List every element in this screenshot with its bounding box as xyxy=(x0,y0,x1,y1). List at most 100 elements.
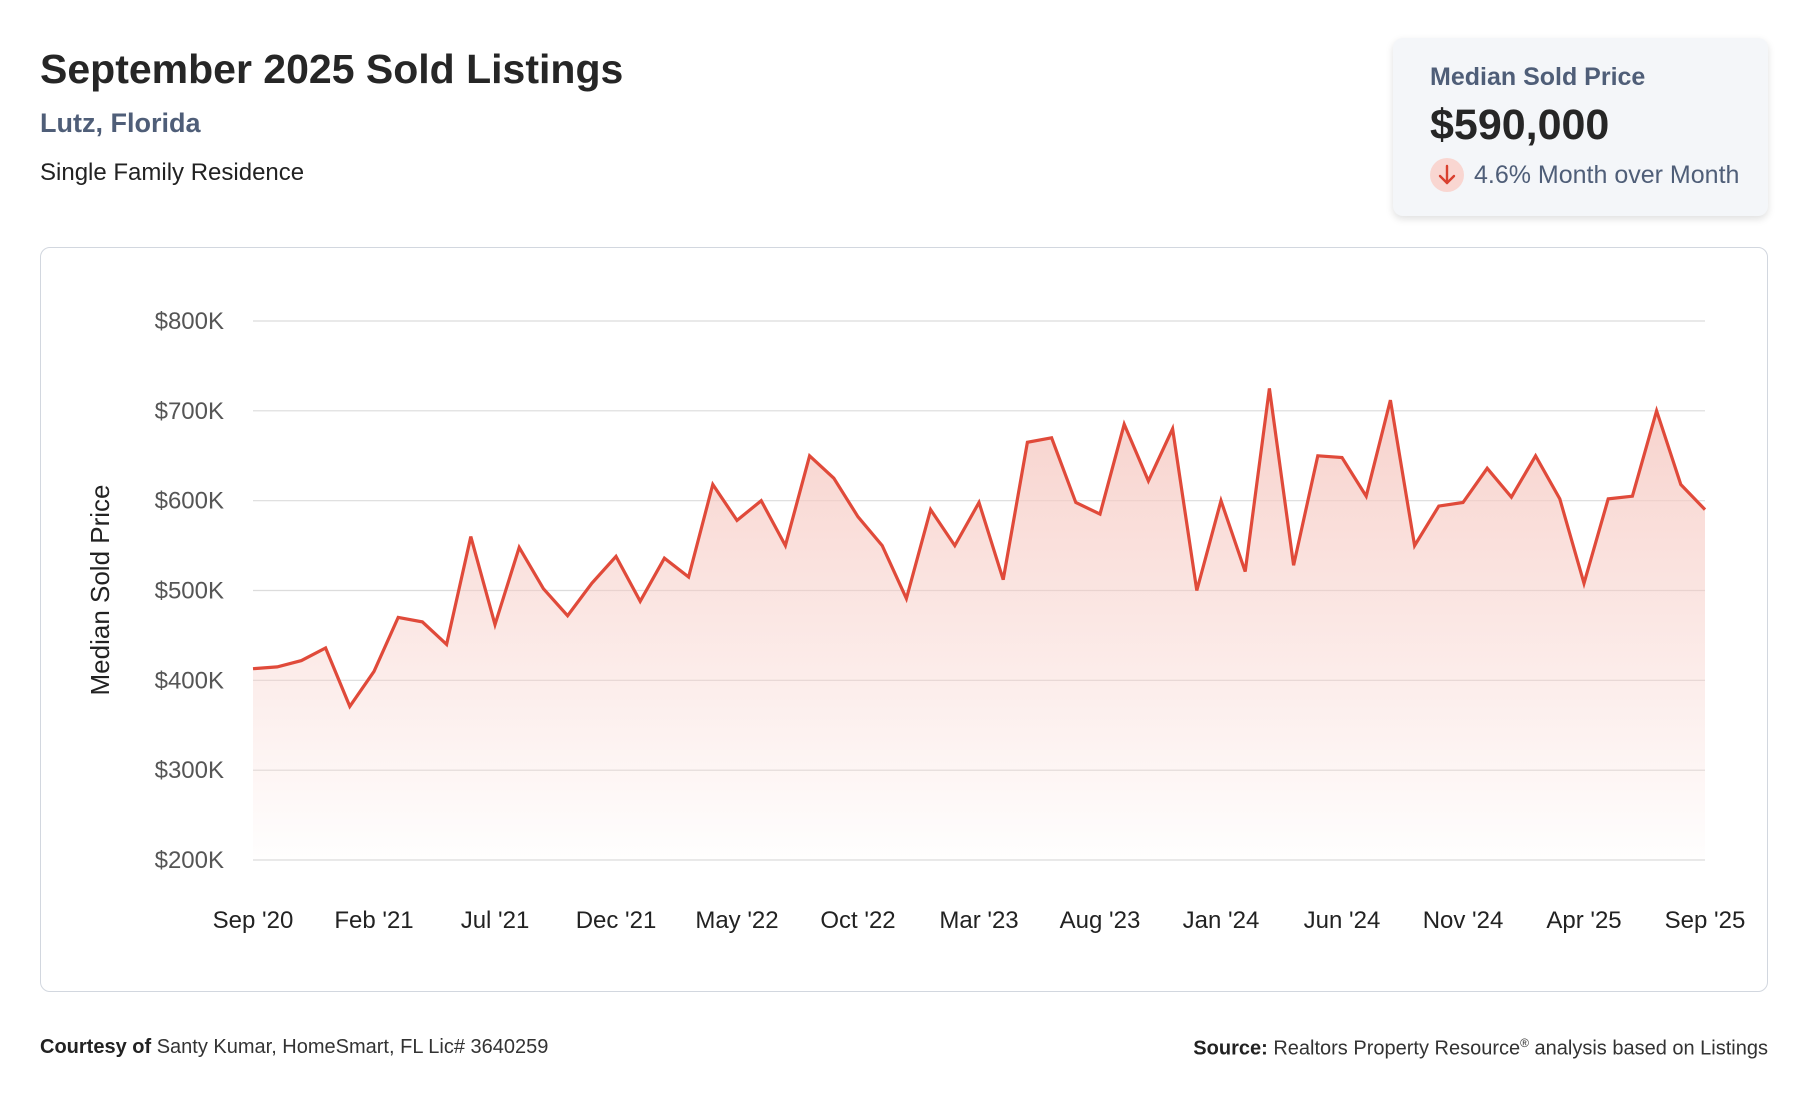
y-axis-label: Median Sold Price xyxy=(85,485,115,696)
data-point xyxy=(1195,589,1199,593)
data-point xyxy=(1243,570,1247,574)
x-tick-label: Oct '22 xyxy=(820,907,895,934)
x-tick-label: Jun '24 xyxy=(1304,907,1381,934)
data-point xyxy=(1098,512,1102,516)
source-text-suffix: analysis based on Listings xyxy=(1528,1037,1769,1060)
data-point xyxy=(832,476,836,480)
x-tick-label: Dec '21 xyxy=(576,907,657,934)
x-tick-label: Jan '24 xyxy=(1183,907,1260,934)
data-point xyxy=(372,669,376,673)
courtesy-label: Courtesy of xyxy=(40,1036,152,1058)
x-tick-label: Feb '21 xyxy=(334,907,413,934)
data-point xyxy=(953,544,957,548)
courtesy-footer: Courtesy of Santy Kumar, HomeSmart, FL L… xyxy=(40,1036,548,1059)
data-point xyxy=(1025,440,1029,444)
data-point xyxy=(1461,501,1465,505)
data-point xyxy=(590,581,594,585)
data-point xyxy=(759,499,763,503)
courtesy-text: Santy Kumar, HomeSmart, FL Lic# 3640259 xyxy=(156,1036,549,1058)
data-point xyxy=(420,620,424,624)
data-point xyxy=(1606,497,1610,501)
data-point xyxy=(929,508,933,512)
data-point xyxy=(1509,495,1513,499)
data-point xyxy=(638,599,642,603)
source-text: Realtors Property Resource xyxy=(1273,1037,1521,1060)
data-point xyxy=(1050,436,1054,440)
card-value: $590,000 xyxy=(1430,101,1610,149)
data-point xyxy=(1630,494,1634,498)
data-point xyxy=(1582,581,1586,585)
data-point xyxy=(251,667,255,671)
location-subtitle: Lutz, Florida xyxy=(40,108,201,138)
data-point xyxy=(348,704,352,708)
property-type-label: Single Family Residence xyxy=(40,159,305,186)
data-point xyxy=(1655,409,1659,413)
data-point xyxy=(541,587,545,591)
x-tick-label: Nov '24 xyxy=(1423,907,1504,934)
x-tick-label: Sep '25 xyxy=(1665,907,1746,934)
data-point xyxy=(1267,386,1271,390)
median-price-card: Median Sold Price $590,000 4.6% Month ov… xyxy=(1393,38,1768,216)
data-point xyxy=(445,642,449,646)
x-tick-label: Aug '23 xyxy=(1060,907,1141,934)
series-line xyxy=(252,388,1707,710)
y-tick-label: $200K xyxy=(155,847,224,874)
data-point xyxy=(1292,563,1296,567)
median-price-chart: $200K $300K $400K $500K $600K $700K $800K Media… xyxy=(85,308,1746,934)
data-point xyxy=(856,515,860,519)
data-point xyxy=(1340,456,1344,460)
y-tick-label: $700K xyxy=(155,398,224,425)
data-point xyxy=(1703,508,1707,512)
month-over-month-change: 4.6% Month over Month xyxy=(1430,158,1739,192)
arrow-down-icon xyxy=(1430,158,1464,192)
chart-panel: $200K $300K $400K $500K $600K $700K $800K Media… xyxy=(40,247,1768,992)
data-point xyxy=(1679,483,1683,487)
data-point xyxy=(299,659,303,663)
source-footer: Source: Realtors Property Resource® anal… xyxy=(1193,1036,1768,1061)
source-label: Source: xyxy=(1193,1037,1268,1060)
card-label: Median Sold Price xyxy=(1430,63,1646,91)
y-tick-label: $600K xyxy=(155,488,224,515)
data-point xyxy=(566,614,570,618)
data-point xyxy=(1171,427,1175,431)
data-point xyxy=(808,454,812,458)
x-tick-label: May '22 xyxy=(695,907,778,934)
y-tick-label: $300K xyxy=(155,757,224,784)
change-text: 4.6% Month over Month xyxy=(1474,160,1740,189)
page-title: September 2025 Sold Listings xyxy=(40,46,624,92)
data-point xyxy=(396,615,400,619)
data-point xyxy=(1437,504,1441,508)
y-tick-label: $500K xyxy=(155,578,224,605)
data-point xyxy=(711,483,715,487)
data-point xyxy=(783,544,787,548)
area-fill xyxy=(253,388,1705,860)
data-point xyxy=(324,646,328,650)
data-point xyxy=(1122,422,1126,426)
data-point xyxy=(904,597,908,601)
data-point xyxy=(517,545,521,549)
data-point xyxy=(1001,578,1005,582)
data-point xyxy=(977,501,981,505)
data-point xyxy=(1388,398,1392,402)
data-point xyxy=(1219,499,1223,503)
data-point xyxy=(614,554,618,558)
data-point xyxy=(662,556,666,560)
data-point xyxy=(1558,497,1562,501)
data-point xyxy=(687,575,691,579)
registered-mark: ® xyxy=(1520,1036,1529,1050)
x-tick-label: Apr '25 xyxy=(1546,907,1621,934)
data-point xyxy=(493,623,497,627)
x-tick-label: Mar '23 xyxy=(939,907,1018,934)
data-point xyxy=(1364,494,1368,498)
data-point xyxy=(1413,544,1417,548)
data-point xyxy=(880,544,884,548)
data-point xyxy=(1146,479,1150,483)
data-point xyxy=(1534,454,1538,458)
data-point xyxy=(735,518,739,522)
x-tick-label: Jul '21 xyxy=(461,907,530,934)
y-tick-label: $400K xyxy=(155,667,224,694)
data-point xyxy=(1074,501,1078,505)
y-tick-label: $800K xyxy=(155,308,224,335)
x-tick-label: Sep '20 xyxy=(213,907,294,934)
data-point xyxy=(1316,454,1320,458)
